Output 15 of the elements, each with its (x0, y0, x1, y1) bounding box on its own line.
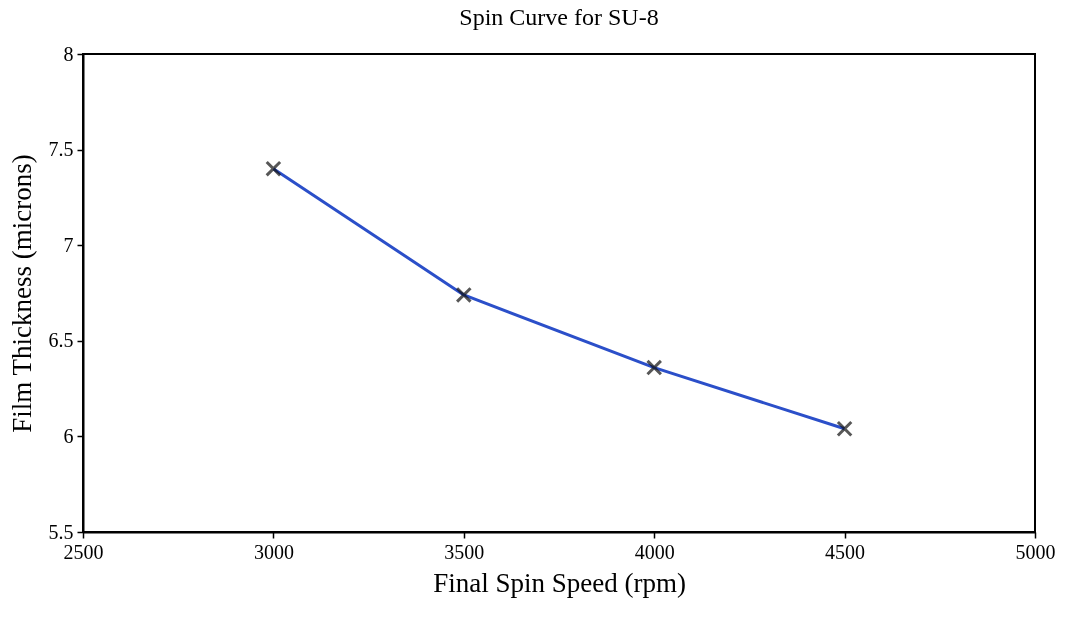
x-tick-label: 2500 (63, 540, 104, 563)
y-tick-label: 7.5 (48, 138, 74, 161)
y-axis-title: Film Thickness (microns) (6, 154, 37, 433)
x-tick-label: 3000 (253, 540, 294, 563)
y-tick-label: 6.5 (48, 329, 74, 352)
y-tick-label: 8 (63, 42, 74, 65)
x-tick-label: 5000 (1015, 540, 1056, 563)
y-tick-label: 7 (63, 233, 74, 256)
x-tick-label: 4000 (634, 540, 675, 563)
y-tick-label: 6 (63, 424, 74, 447)
x-axis-title: Final Spin Speed (rpm) (433, 567, 686, 598)
y-tick-label: 5.5 (48, 520, 74, 543)
chart-title: Spin Curve for SU-8 (459, 4, 659, 30)
x-tick-label: 3500 (444, 540, 485, 563)
x-tick-label: 4500 (825, 540, 866, 563)
